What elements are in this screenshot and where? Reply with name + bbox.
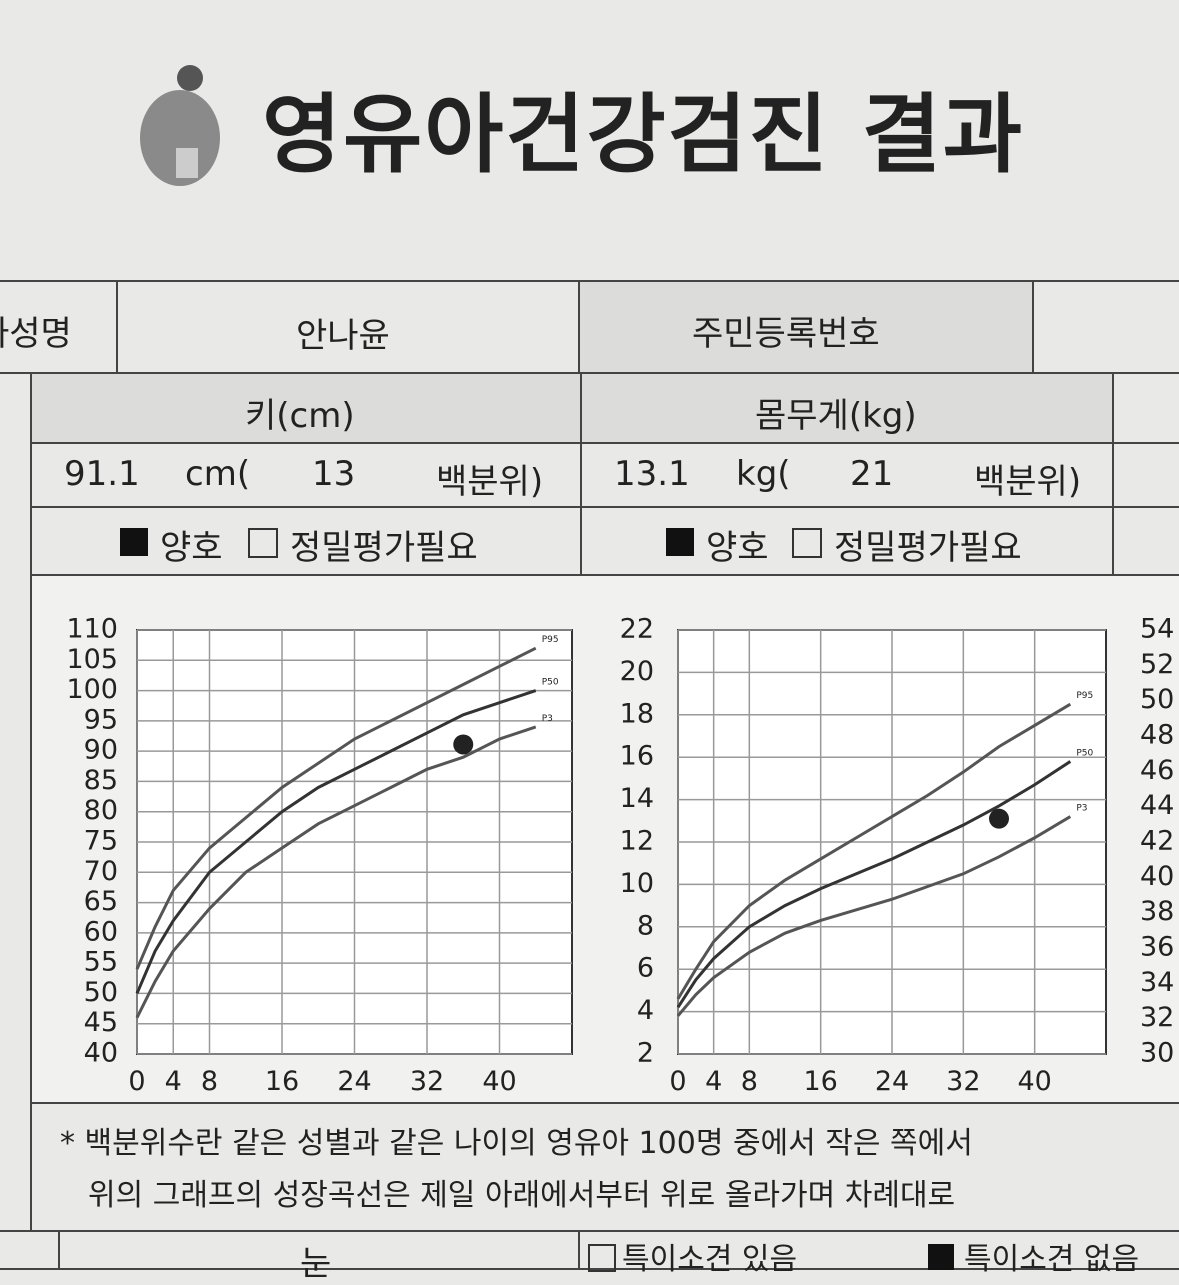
curve-label: P3 xyxy=(1076,804,1087,814)
x-tick-label: 40 xyxy=(1017,1066,1051,1097)
y-tick-label: 16 xyxy=(620,741,654,772)
curve-label: P3 xyxy=(542,714,553,724)
x-tick-label: 32 xyxy=(410,1066,444,1097)
y-tick-label: 36 xyxy=(1140,932,1174,963)
height-value: 91.1 xyxy=(64,454,140,494)
percentile-label: 백분위) xyxy=(974,462,1082,502)
y-tick-label: 20 xyxy=(620,656,654,687)
note: 위의 그래프의 성장곡선은 제일 아래에서부터 위로 올라가며 차례대로 xyxy=(88,1178,956,1213)
growth-curve xyxy=(135,725,537,1019)
y-tick-label: 65 xyxy=(84,886,118,917)
x-tick-label: 32 xyxy=(946,1066,980,1097)
y-tick-label: 60 xyxy=(84,916,118,947)
good-label: 양호 xyxy=(706,528,769,568)
height-unit: cm( xyxy=(185,454,251,494)
y-tick-label: 46 xyxy=(1140,755,1174,786)
measurement-point xyxy=(453,734,474,755)
y-tick-label: 40 xyxy=(1140,861,1174,892)
x-tick-label: 24 xyxy=(337,1066,371,1097)
growth-curve xyxy=(676,702,1072,1000)
needs-eval-label: 정밀평가필요 xyxy=(834,528,1022,568)
checkbox-checked xyxy=(666,528,694,556)
y-tick-label: 50 xyxy=(84,977,118,1008)
height-header: 키(cm) xyxy=(245,396,355,436)
curve-label: P95 xyxy=(542,635,559,645)
name-value: 안나윤 xyxy=(296,316,390,356)
y-tick-label: 85 xyxy=(84,765,118,796)
y-tick-label: 50 xyxy=(1140,684,1174,715)
measurement-point xyxy=(989,808,1009,829)
growth-curve xyxy=(135,646,537,970)
checkbox xyxy=(248,528,278,558)
y-tick-label: 52 xyxy=(1140,649,1174,680)
y-tick-label: 100 xyxy=(66,674,118,705)
weight-percentile: 21 xyxy=(850,454,894,494)
y-tick-label: 42 xyxy=(1140,826,1174,857)
checkbox xyxy=(792,528,822,558)
x-tick-label: 0 xyxy=(669,1066,686,1097)
y-tick-label: 45 xyxy=(84,1007,118,1038)
y-tick-label: 14 xyxy=(620,783,654,814)
x-tick-label: 24 xyxy=(875,1066,909,1097)
curve-label: P95 xyxy=(1076,691,1093,701)
growth-curve xyxy=(676,815,1072,1017)
y-tick-label: 70 xyxy=(84,856,118,887)
weight-unit: kg( xyxy=(736,454,791,494)
y-tick-label: 4 xyxy=(637,995,654,1026)
x-tick-label: 0 xyxy=(128,1066,145,1097)
y-tick-label: 80 xyxy=(84,795,118,826)
x-tick-label: 16 xyxy=(803,1066,837,1097)
y-tick-label: 90 xyxy=(84,735,118,766)
y-tick-label: 55 xyxy=(84,947,118,978)
weight-value: 13.1 xyxy=(614,454,690,494)
logo xyxy=(140,65,220,186)
name-label: 자성명 xyxy=(0,314,72,354)
y-tick-label: 110 xyxy=(66,614,118,645)
note: * 백분위수란 같은 성별과 같은 나이의 영유아 100명 중에서 작은 쪽에… xyxy=(60,1126,973,1161)
x-tick-label: 8 xyxy=(741,1066,758,1097)
curve-label: P50 xyxy=(542,678,559,688)
needs-eval-label: 정밀평가필요 xyxy=(290,528,478,568)
y-tick-label: 22 xyxy=(620,614,654,645)
y-tick-label: 32 xyxy=(1140,1002,1174,1033)
x-tick-label: 40 xyxy=(482,1066,516,1097)
percentile-label: 백분위) xyxy=(436,462,544,502)
growth-curve xyxy=(135,689,537,995)
y-tick-label: 95 xyxy=(84,704,118,735)
y-tick-label: 44 xyxy=(1140,790,1174,821)
checkbox-checked xyxy=(120,528,148,556)
y-tick-label: 18 xyxy=(620,698,654,729)
y-tick-label: 6 xyxy=(637,953,654,984)
x-tick-label: 8 xyxy=(201,1066,218,1097)
y-tick-label: 48 xyxy=(1140,720,1174,751)
y-tick-label: 40 xyxy=(84,1038,118,1069)
x-tick-label: 16 xyxy=(265,1066,299,1097)
x-tick-label: 4 xyxy=(165,1066,182,1097)
x-tick-label: 4 xyxy=(705,1066,722,1097)
y-tick-label: 75 xyxy=(84,826,118,857)
title: 영유아건강검진 결과 xyxy=(262,85,1025,185)
good-label: 양호 xyxy=(160,528,223,568)
y-tick-label: 10 xyxy=(620,868,654,899)
weight-header: 몸무게(kg) xyxy=(755,396,917,436)
y-tick-label: 30 xyxy=(1140,1038,1174,1069)
growth-curve xyxy=(676,760,1072,1009)
curve-label: P50 xyxy=(1076,748,1093,758)
height-percentile: 13 xyxy=(312,454,356,494)
y-tick-label: 54 xyxy=(1140,614,1174,645)
id-label: 주민등록번호 xyxy=(692,314,880,354)
y-tick-label: 34 xyxy=(1140,967,1174,998)
y-tick-label: 12 xyxy=(620,826,654,857)
y-tick-label: 8 xyxy=(637,910,654,941)
y-tick-label: 38 xyxy=(1140,896,1174,927)
y-tick-label: 105 xyxy=(66,644,118,675)
y-tick-label: 2 xyxy=(637,1038,654,1069)
